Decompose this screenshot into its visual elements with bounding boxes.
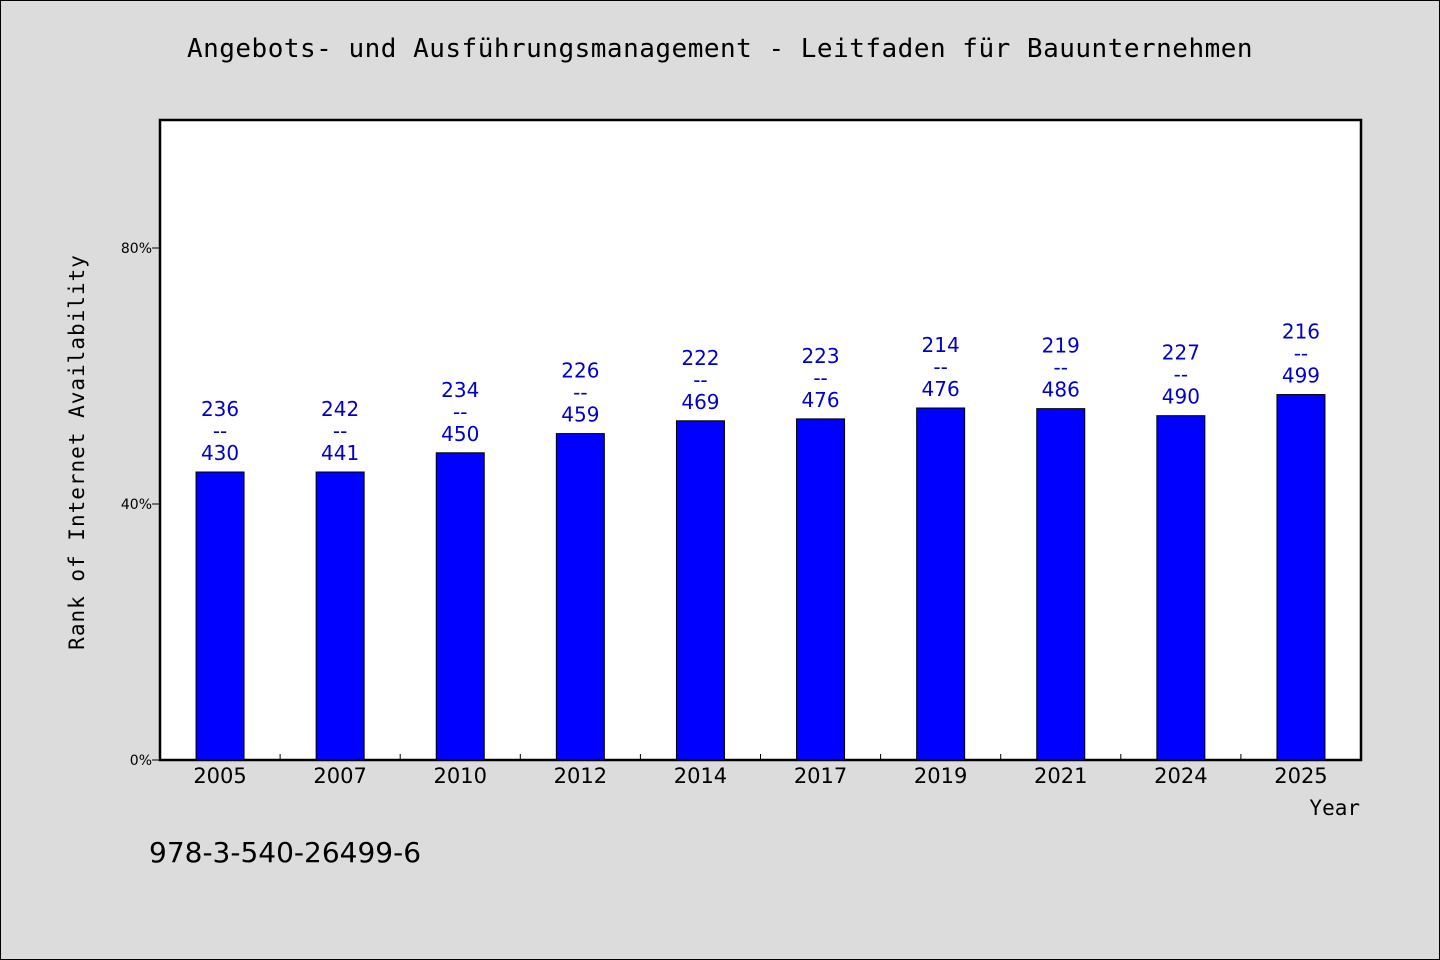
bar-data-label: 216 bbox=[1282, 320, 1320, 344]
y-axis-ticks: 0% 40% 80% bbox=[121, 241, 160, 769]
bar bbox=[315, 471, 365, 761]
bar-data-label: 219 bbox=[1042, 334, 1080, 358]
x-tick-label: 2025 bbox=[1274, 764, 1327, 788]
bar-data-label: 223 bbox=[801, 344, 839, 368]
x-tick-label: 2007 bbox=[313, 764, 366, 788]
y-axis-label: Rank of Internet Availability bbox=[65, 254, 89, 650]
bar-data-label: 476 bbox=[922, 377, 960, 401]
bar-data-label: 234 bbox=[441, 378, 479, 402]
x-axis-label: Year bbox=[1309, 796, 1360, 820]
bar bbox=[916, 407, 966, 761]
y-tick-label: 0% bbox=[130, 753, 152, 769]
bar-data-label: 476 bbox=[801, 388, 839, 412]
bar-data-label: -- bbox=[213, 419, 227, 443]
bar-data-label: -- bbox=[573, 381, 587, 405]
y-tick-label: 40% bbox=[121, 497, 152, 513]
y-tick-label: 80% bbox=[121, 241, 152, 257]
bar-data-label: 236 bbox=[201, 397, 239, 421]
bar bbox=[195, 471, 245, 761]
bar-data-label: 214 bbox=[922, 333, 960, 357]
x-tick-label: 2017 bbox=[794, 764, 847, 788]
bar-data-label: 430 bbox=[201, 441, 239, 465]
bar bbox=[796, 418, 846, 761]
x-tick-label: 2021 bbox=[1034, 764, 1087, 788]
bar-data-labels: 236--430242--441234--450226--459222--469… bbox=[201, 320, 1320, 465]
bar-data-label: 226 bbox=[561, 359, 599, 383]
bar bbox=[1156, 415, 1206, 761]
bar bbox=[555, 433, 605, 761]
bar-data-label: 459 bbox=[561, 403, 599, 427]
bar bbox=[675, 420, 725, 761]
bar-data-label: -- bbox=[453, 400, 467, 424]
bar-data-label: 227 bbox=[1162, 341, 1200, 365]
bar-data-label: -- bbox=[1054, 356, 1068, 380]
bar-data-label: 242 bbox=[321, 397, 359, 421]
bar-data-label: 486 bbox=[1042, 378, 1080, 402]
bar bbox=[1036, 408, 1086, 761]
bar-data-label: -- bbox=[693, 368, 707, 392]
x-tick-label: 2005 bbox=[193, 764, 246, 788]
bar-data-label: -- bbox=[333, 419, 347, 443]
bar-data-label: 222 bbox=[681, 346, 719, 370]
bar-data-label: 441 bbox=[321, 441, 359, 465]
bar-data-label: 490 bbox=[1162, 385, 1200, 409]
x-tick-label: 2019 bbox=[914, 764, 967, 788]
bar-series bbox=[195, 394, 1326, 761]
x-tick-label: 2014 bbox=[674, 764, 727, 788]
bar-data-label: 450 bbox=[441, 422, 479, 446]
bar-data-label: -- bbox=[1174, 363, 1188, 387]
chart-title: Angebots- und Ausführungsmanagement - Le… bbox=[186, 34, 1254, 64]
x-tick-label: 2010 bbox=[434, 764, 487, 788]
bar-data-label: -- bbox=[813, 366, 827, 390]
x-axis-ticks: 2005 2007 2010 2012 2014 2017 2019 2021 2024 2025 bbox=[193, 754, 1328, 788]
x-tick-label: 2024 bbox=[1154, 764, 1207, 788]
bar bbox=[435, 452, 485, 761]
bar bbox=[1276, 394, 1326, 761]
bar-data-label: 499 bbox=[1282, 364, 1320, 388]
bar-data-label: -- bbox=[933, 355, 947, 379]
isbn-footer: 978-3-540-26499-6 bbox=[149, 836, 422, 869]
bar-data-label: -- bbox=[1294, 342, 1308, 366]
x-tick-label: 2012 bbox=[554, 764, 607, 788]
bar-data-label: 469 bbox=[681, 390, 719, 414]
